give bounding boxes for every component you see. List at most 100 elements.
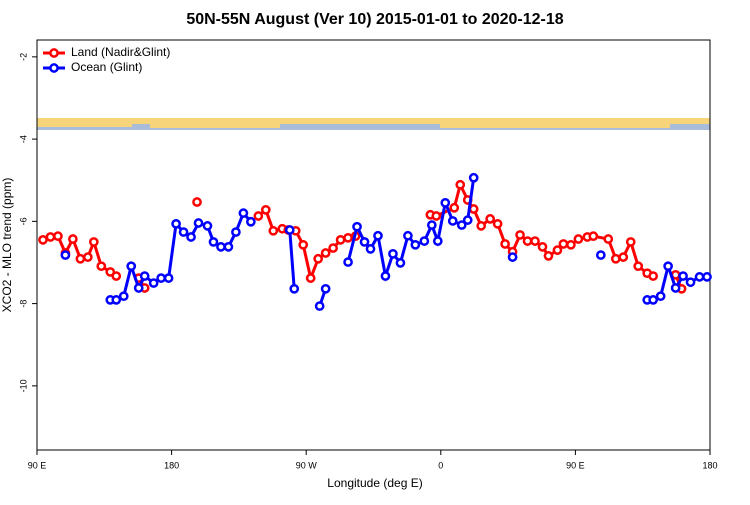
chart-title: 50N-55N August (Ver 10) 2015-01-01 to 20… [186,11,563,28]
map-strip [37,118,710,130]
data-point [133,283,144,293]
data-point [246,216,256,227]
data-point [595,250,606,260]
data-point [238,208,249,218]
data-point [492,218,503,229]
data-point [403,230,413,241]
data-point [253,211,264,221]
data-point [223,242,234,252]
data-point [530,236,540,246]
data-point [507,252,518,262]
data-point [678,271,688,281]
data-point [566,239,576,250]
data-point [500,239,510,249]
data-point [552,245,563,255]
data-point [38,235,48,245]
data-point [522,236,533,246]
data-point [447,216,458,226]
data-point [68,234,78,244]
data-point [268,225,279,236]
data-point [625,237,636,247]
data-point [171,218,181,229]
data-point [284,225,295,235]
data-point [156,273,166,283]
data-point [558,239,569,249]
x-tick-label: 180 [164,460,179,470]
data-point [82,252,93,262]
data-point [335,235,346,245]
land-strip [440,124,670,128]
data-point [359,237,370,247]
land-strip [37,124,132,127]
data-point [373,230,383,241]
x-tick-label: 90 W [296,460,318,470]
data-point [419,236,430,246]
data-point [694,272,705,282]
data-point [208,237,219,247]
data-point [139,271,150,281]
y-tick-label: -4 [18,135,28,143]
y-tick-label: -6 [18,217,28,225]
y-tick-label: -10 [18,379,28,392]
data-point [702,272,712,282]
data-point [468,204,479,214]
x-tick-label: 90 E [28,460,47,470]
data-point [163,273,174,283]
data-point [88,237,99,247]
x-axis-label: Longitude (deg E) [327,476,422,490]
data-point [380,271,391,281]
land-strip [150,124,280,128]
data-point [352,221,362,232]
data-point [670,283,681,293]
data-point [618,252,629,262]
legend-label: Ocean (Glint) [71,60,142,74]
data-point [111,295,122,305]
y-axis-label: XCO2 - MLO trend (ppm) [0,178,14,313]
data-point [45,232,56,242]
data-point [343,257,353,267]
x-tick-label: 0 [438,460,443,470]
land-strip [37,118,710,124]
data-point [388,248,398,259]
data-point [633,261,644,272]
legend-label: Land (Nadir&Glint) [71,45,170,59]
data-point [148,278,159,288]
data-point [395,258,406,268]
data-point [343,232,353,243]
data-point [289,283,300,294]
data-point [313,253,324,264]
data-point [60,250,71,260]
data-point [456,220,467,230]
data-point [537,242,548,252]
data-point [111,271,122,281]
data-point [588,231,599,242]
series-line [110,177,708,307]
data-point [178,227,189,237]
data-point [202,221,213,231]
data-point [515,230,525,240]
data-point [298,239,309,250]
data-point [231,227,241,237]
data-point [320,283,331,294]
data-point [455,179,466,190]
data-point [573,234,584,244]
data-point [440,197,451,208]
legend-marker [49,63,59,73]
data-point [260,204,271,215]
data-point [193,218,204,228]
data-point [685,277,696,288]
data-point [431,211,442,221]
plot-frame [36,39,711,451]
data-point [648,295,659,305]
data-point [449,202,460,213]
data-point [53,231,63,242]
data-point [663,261,673,272]
data-point [314,301,325,311]
data-point [365,244,376,254]
data-point [476,221,487,231]
data-point [610,253,621,264]
data-point [96,261,107,272]
data-point [186,232,196,242]
y-tick-label: -2 [18,53,28,61]
